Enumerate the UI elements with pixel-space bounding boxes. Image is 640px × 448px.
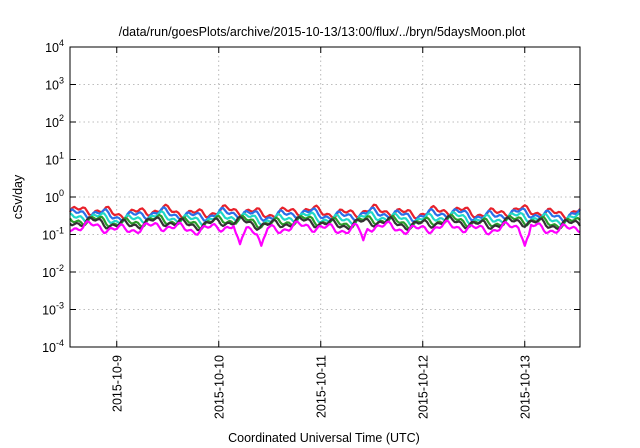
chart-title: /data/run/goesPlots/archive/2015-10-13/1… bbox=[119, 25, 526, 39]
x-axis: 2015-10-9 2015-10-10 2015-10-11 2015-10-12 2… bbox=[110, 47, 532, 419]
y-tick-label: 10-2 bbox=[42, 263, 64, 280]
x-tick-label: 2015-10-11 bbox=[314, 355, 328, 418]
y-tick-label: 100 bbox=[45, 188, 64, 205]
y-tick-label: 101 bbox=[45, 151, 64, 168]
series-line bbox=[69, 219, 581, 247]
x-axis-label: Coordinated Universal Time (UTC) bbox=[228, 431, 420, 445]
y-tick-label: 10-4 bbox=[42, 338, 64, 355]
y-tick-label: 102 bbox=[45, 113, 64, 130]
y-tick-label: 104 bbox=[45, 38, 64, 55]
series-line bbox=[69, 210, 581, 227]
y-tick-label: 103 bbox=[45, 76, 64, 93]
grid bbox=[70, 47, 580, 347]
series-group bbox=[69, 203, 581, 247]
y-tick-label: 10-1 bbox=[42, 226, 64, 243]
y-tick-label: 10-3 bbox=[42, 301, 64, 318]
series-line bbox=[69, 214, 581, 232]
y-axis-label: cSv/day bbox=[11, 174, 25, 219]
series-line bbox=[69, 206, 581, 223]
y-axis: 10-4 10-3 10-2 10-1 100 101 102 103 104 bbox=[42, 38, 580, 355]
x-tick-label: 2015-10-9 bbox=[110, 355, 124, 412]
x-tick-label: 2015-10-10 bbox=[212, 355, 226, 419]
series-line bbox=[69, 203, 581, 220]
x-tick-label: 2015-10-12 bbox=[416, 355, 430, 419]
x-tick-label: 2015-10-13 bbox=[518, 355, 532, 419]
